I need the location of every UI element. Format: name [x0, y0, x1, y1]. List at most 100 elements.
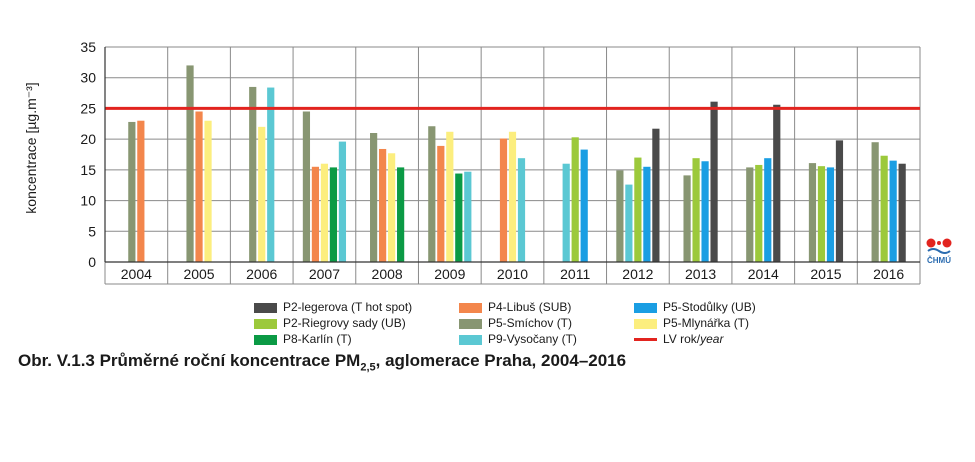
- bar: [370, 133, 378, 262]
- legend-label: P5-Mlynářka (T): [663, 316, 750, 330]
- bar: [428, 126, 436, 262]
- bar: [764, 158, 772, 262]
- y-tick-label: 15: [80, 162, 96, 178]
- bar: [755, 164, 763, 262]
- legend-label: P5-Stodůlky (UB): [663, 300, 756, 314]
- y-tick-label: 0: [88, 254, 96, 270]
- bar: [338, 141, 347, 262]
- y-tick-label: 25: [80, 100, 96, 116]
- legend-swatch: [634, 338, 657, 341]
- bar: [464, 171, 472, 262]
- chmu-logo: ČHMÚ: [922, 237, 956, 267]
- bar: [195, 111, 203, 262]
- bar: [311, 166, 320, 262]
- chmu-logo-icon: [926, 238, 952, 254]
- legend-swatch: [459, 334, 482, 345]
- bar: [683, 175, 691, 262]
- bar: [701, 161, 709, 262]
- legend-label: P9-Vysočany (T): [488, 332, 577, 346]
- legend-label: P8-Karlín (T): [283, 332, 352, 346]
- x-tick-label: 2013: [685, 266, 716, 282]
- bar: [808, 163, 817, 262]
- y-tick-label: 30: [80, 70, 96, 86]
- legend-label: LV rok/year: [663, 332, 723, 347]
- bar: [571, 137, 579, 262]
- bar: [634, 157, 642, 262]
- legend-swatch: [634, 302, 657, 313]
- bar: [446, 131, 454, 262]
- bar: [562, 163, 570, 262]
- legend-label-prefix: LV rok/: [663, 332, 701, 346]
- caption-suffix: , aglomerace Praha, 2004–2016: [375, 351, 627, 370]
- legend-item: P5-Stodůlky (UB): [634, 300, 794, 315]
- x-tick-label: 2015: [810, 266, 841, 282]
- bar: [692, 158, 700, 262]
- legend-item: LV rok/year: [634, 332, 794, 347]
- legend-label: P5-Smíchov (T): [488, 316, 573, 330]
- bar: [898, 163, 906, 262]
- legend-swatch: [254, 318, 277, 329]
- x-tick-label: 2006: [246, 266, 277, 282]
- legend-swatch: [254, 302, 277, 313]
- legend-item: P4-Libuš (SUB): [459, 300, 634, 315]
- caption-subscript: 2,5: [360, 361, 376, 374]
- legend-item: P2-legerova (T hot spot): [254, 300, 459, 315]
- logo-text: ČHMÚ: [927, 256, 951, 265]
- bar: [710, 101, 718, 263]
- bar: [835, 140, 844, 262]
- legend-swatch: [634, 318, 657, 329]
- x-tick-label: 2011: [560, 266, 590, 282]
- bar: [128, 121, 136, 262]
- bar: [643, 166, 651, 262]
- legend: P2-legerova (T hot spot) P4-Libuš (SUB) P5…: [254, 300, 814, 347]
- x-tick-label: 2010: [497, 266, 528, 282]
- bar: [397, 167, 405, 262]
- y-tick-label: 35: [80, 39, 96, 55]
- y-tick-label: 20: [80, 131, 96, 147]
- bar: [826, 167, 835, 262]
- bar: [379, 148, 387, 262]
- bar: [880, 155, 888, 262]
- x-tick-label: 2004: [121, 266, 152, 282]
- legend-label: P4-Libuš (SUB): [488, 300, 572, 314]
- bar: [773, 104, 781, 262]
- bar: [517, 158, 526, 262]
- legend-swatch: [254, 334, 277, 345]
- x-tick-label: 2009: [434, 266, 465, 282]
- bar: [186, 65, 194, 262]
- legend-item: P5-Mlynářka (T): [634, 316, 794, 331]
- bars: [128, 65, 906, 263]
- bar: [746, 167, 754, 262]
- y-tick-label: 5: [88, 223, 96, 239]
- legend-swatch: [459, 318, 482, 329]
- caption-prefix: Obr. V.1.3 Průměrné roční koncentrace PM: [18, 351, 361, 370]
- legend-label-italic: year: [700, 332, 724, 346]
- x-tick-label: 2008: [372, 266, 403, 282]
- bar: [204, 120, 212, 262]
- axes: 0 5 10 15 20 25 30 35 2004 2005 2006 2007 2008 2009 20…: [80, 39, 920, 282]
- bar: [652, 128, 660, 262]
- y-axis-label: koncentrace [µg.m⁻³]: [23, 82, 39, 213]
- bar: [889, 160, 897, 262]
- bar: [320, 163, 329, 262]
- legend-label: P2-legerova (T hot spot): [283, 300, 413, 314]
- x-tick-label: 2005: [183, 266, 214, 282]
- bar: [499, 138, 508, 262]
- x-tick-label: 2007: [309, 266, 340, 282]
- chart: 0 5 10 15 20 25 30 35 2004 2005 2006 2007 2008 2009 20…: [23, 39, 921, 285]
- bar: [437, 145, 445, 262]
- y-tick-label: 10: [80, 193, 96, 209]
- bar: [267, 87, 275, 263]
- bar: [817, 166, 826, 262]
- bar: [329, 167, 338, 262]
- x-tick-label: 2014: [748, 266, 779, 282]
- bar: [455, 173, 463, 262]
- legend-swatch: [459, 302, 482, 313]
- bar: [580, 149, 588, 262]
- bar: [258, 126, 266, 262]
- bar: [625, 184, 633, 262]
- x-tick-label: 2012: [622, 266, 653, 282]
- bar: [616, 170, 624, 262]
- bar: [388, 153, 396, 262]
- x-tick-label: 2016: [873, 266, 904, 282]
